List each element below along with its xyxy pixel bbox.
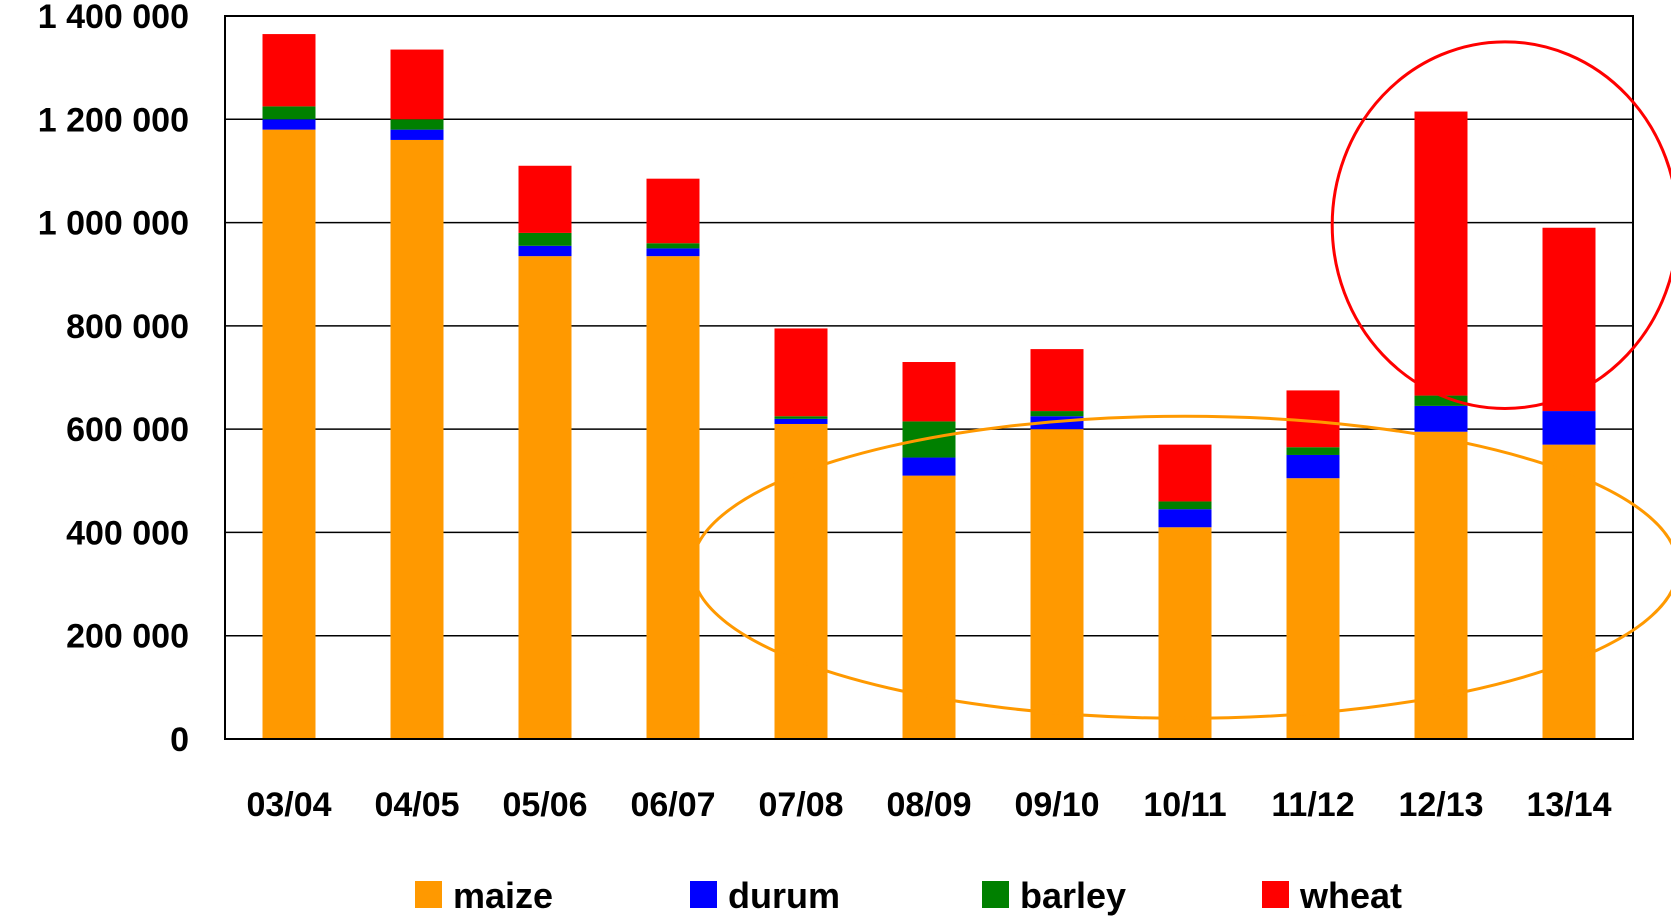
bar-maize: [518, 256, 572, 739]
bar-wheat: [390, 49, 444, 120]
y-tick-label: 200 000: [66, 618, 189, 656]
bar-durum: [518, 245, 572, 257]
bar-barley: [1414, 395, 1468, 406]
bar-maize: [1158, 527, 1212, 739]
y-tick-label: 800 000: [66, 308, 189, 346]
bar-durum: [1542, 411, 1596, 445]
legend-swatch-maize: [415, 881, 442, 908]
bar-durum: [1158, 509, 1212, 528]
bar-wheat: [774, 328, 828, 417]
bar-maize: [262, 129, 316, 740]
bar-maize: [646, 256, 700, 739]
bar-wheat: [1414, 111, 1468, 396]
bar-barley: [390, 119, 444, 130]
y-tick-label: 0: [170, 721, 189, 759]
x-tick-label: 05/06: [502, 786, 587, 824]
y-tick-label: 1 400 000: [38, 0, 189, 36]
y-tick-label: 1 000 000: [38, 205, 189, 243]
y-tick-label: 400 000: [66, 514, 189, 552]
annotations: [690, 40, 1671, 720]
bar-wheat: [1030, 349, 1084, 412]
x-tick-label: 08/09: [886, 786, 971, 824]
x-tick-label: 13/14: [1526, 786, 1611, 824]
bar-wheat: [518, 165, 572, 233]
bars: [262, 34, 1596, 740]
bar-durum: [1414, 405, 1468, 432]
bar-durum: [902, 457, 956, 476]
bar-barley: [1286, 447, 1340, 455]
annotation-ellipse: [1330, 40, 1671, 410]
legend-label-durum: durum: [728, 875, 840, 916]
x-tick-label: 12/13: [1398, 786, 1483, 824]
bar-barley: [774, 416, 828, 419]
legend-swatch-wheat: [1262, 881, 1289, 908]
legend-swatch-barley: [982, 881, 1009, 908]
bar-barley: [646, 243, 700, 249]
y-tick-label: 1 200 000: [38, 101, 189, 139]
x-tick-label: 10/11: [1143, 786, 1226, 824]
bar-maize: [774, 423, 828, 739]
bar-durum: [646, 248, 700, 257]
bar-durum: [262, 119, 316, 130]
x-tick-label: 04/05: [374, 786, 459, 824]
bar-wheat: [1542, 227, 1596, 412]
bar-barley: [518, 232, 572, 246]
bar-barley: [262, 106, 316, 120]
bar-maize: [1030, 429, 1084, 739]
legend-swatch-durum: [690, 881, 717, 908]
legend: maize durum barley wheat: [415, 875, 1402, 916]
bar-durum: [1286, 454, 1340, 479]
bar-wheat: [262, 34, 316, 107]
bar-durum: [774, 418, 828, 424]
bar-maize: [1414, 431, 1468, 739]
plot-frame: [224, 15, 1634, 740]
legend-label-maize: maize: [453, 875, 553, 916]
x-tick-label: 07/08: [758, 786, 843, 824]
bar-maize: [1286, 478, 1340, 739]
x-tick-label: 03/04: [246, 786, 331, 824]
x-tick-label: 11/12: [1271, 786, 1354, 824]
legend-label-barley: barley: [1020, 875, 1126, 916]
bar-wheat: [1158, 444, 1212, 502]
x-axis-ticks: 03/04 04/05 05/06 06/07 07/08 08/09 09/10 10/11…: [246, 786, 1611, 824]
x-tick-label: 06/07: [630, 786, 715, 824]
legend-label-wheat: wheat: [1299, 875, 1402, 916]
bar-wheat: [646, 178, 700, 244]
y-axis-ticks: 0 200 000 400 000 600 000 800 000 1 000 000 1 …: [38, 0, 189, 759]
bar-durum: [390, 129, 444, 140]
y-tick-label: 600 000: [66, 411, 189, 449]
bar-maize: [390, 139, 444, 739]
x-tick-label: 09/10: [1014, 786, 1099, 824]
bar-barley: [1030, 411, 1084, 417]
annotation-ellipse: [690, 414, 1671, 720]
bar-barley: [1158, 501, 1212, 510]
bar-wheat: [902, 362, 956, 422]
bar-maize: [1542, 444, 1596, 739]
